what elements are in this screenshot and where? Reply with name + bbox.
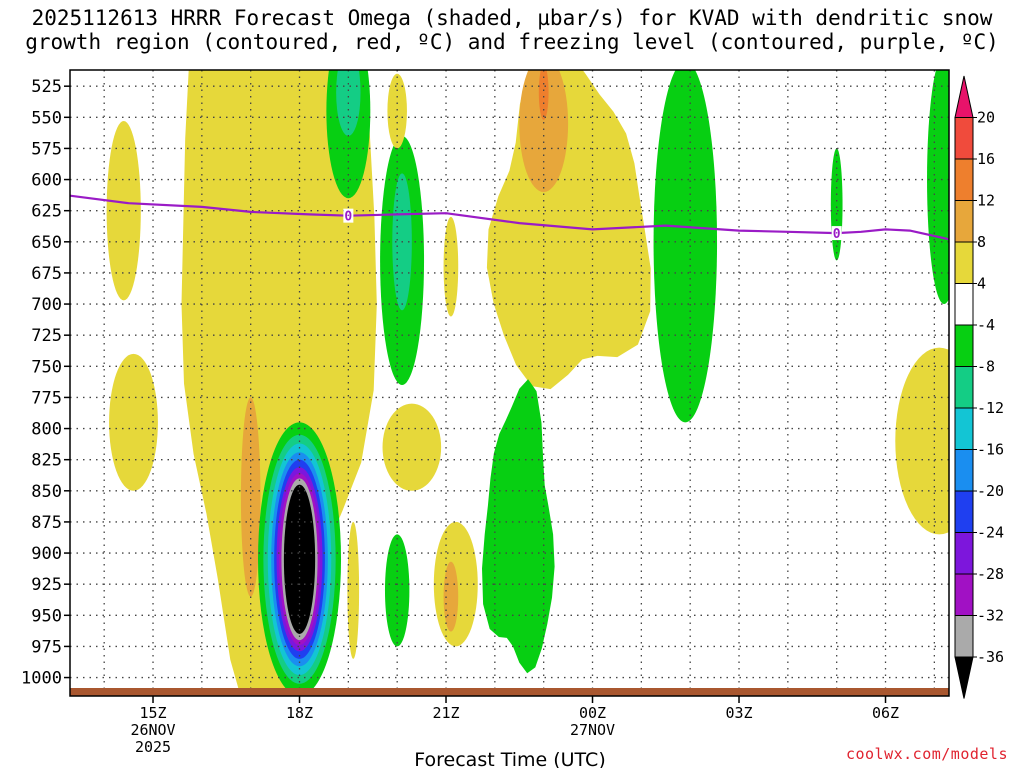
y-tick-label: 525 xyxy=(31,77,62,97)
omega-region xyxy=(382,403,442,491)
x-axis-title: Forecast Time (UTC) xyxy=(414,749,605,768)
colorbar-arrow-bottom xyxy=(954,656,974,699)
colorbar-tick-label: 8 xyxy=(977,233,986,251)
y-tick-label: 975 xyxy=(31,637,62,657)
omega-colorbar: 20 16 12 8 4 -4 -8 -12 -16 -20 -24 -28 -32 -36 xyxy=(954,75,1004,699)
omega-region xyxy=(240,397,261,597)
x-tick-year: 2025 xyxy=(135,738,171,756)
colorbar-tick-label: 4 xyxy=(977,275,986,293)
y-tick-label: 950 xyxy=(31,606,62,626)
colorbar-swatch xyxy=(954,241,974,284)
colorbar-tick-label: -20 xyxy=(977,482,1004,500)
colorbar-tick-label: 16 xyxy=(977,150,995,168)
y-tick-label: 1000 xyxy=(21,669,62,689)
y-tick-label: 850 xyxy=(31,482,62,502)
omega-region xyxy=(443,561,459,632)
y-tick-label: 600 xyxy=(31,171,62,191)
x-tick-label: 06Z xyxy=(872,704,899,722)
colorbar-swatch xyxy=(954,490,974,533)
y-tick-label: 775 xyxy=(31,388,62,408)
omega-region xyxy=(519,70,569,192)
omega-shading xyxy=(106,70,949,690)
omega-region xyxy=(895,347,949,535)
freezing-level-contour: 00 xyxy=(70,194,949,242)
y-tick-label: 575 xyxy=(31,139,62,159)
colorbar-swatch xyxy=(954,615,974,658)
x-tick-label: 03Z xyxy=(725,704,752,722)
y-tick-label: 650 xyxy=(31,233,62,253)
y-tick-label: 550 xyxy=(31,108,62,128)
colorbar-tick-label: -28 xyxy=(977,565,1004,583)
colorbar-tick-label: -24 xyxy=(977,524,1004,542)
x-tick-date: 26NOV xyxy=(130,721,175,739)
freezing-level-label: 0 xyxy=(833,227,841,242)
freezing-level-line xyxy=(70,194,949,241)
y-tick-label: 900 xyxy=(31,544,62,564)
freezing-level-label: 0 xyxy=(344,210,352,225)
x-tick-label: 18Z xyxy=(286,704,313,722)
colorbar-tick-label: 20 xyxy=(977,109,995,127)
y-tick-label: 725 xyxy=(31,326,62,346)
colorbar-swatch xyxy=(954,117,974,160)
colorbar-tick-label: -32 xyxy=(977,607,1004,625)
gridlines xyxy=(70,70,949,696)
x-tick-date: 27NOV xyxy=(570,721,615,739)
omega-region xyxy=(387,73,407,149)
omega-region xyxy=(653,70,718,423)
y-tick-label: 800 xyxy=(31,420,62,440)
y-tick-label: 825 xyxy=(31,451,62,471)
y-tick-label: 625 xyxy=(31,202,62,222)
colorbar-swatch xyxy=(954,532,974,575)
chart-title: 2025112613 HRRR Forecast Omega (shaded, … xyxy=(0,6,1024,54)
omega-region xyxy=(482,379,555,674)
y-tick-label: 675 xyxy=(31,264,62,284)
colorbar-swatch xyxy=(954,200,974,243)
colorbar-tick-label: -16 xyxy=(977,441,1004,459)
colorbar-tick-label: 12 xyxy=(977,192,995,210)
omega-region xyxy=(106,121,141,301)
colorbar-tick-label: -12 xyxy=(977,399,1004,417)
pressure-axis: 525 550 575 600 625 650 675 700 725 750 775 800 825 8… xyxy=(21,77,70,689)
x-tick-label: 21Z xyxy=(432,704,459,722)
title-line-2: growth region (contoured, red, ºC) and f… xyxy=(25,30,999,54)
colorbar-swatch xyxy=(954,366,974,409)
omega-region xyxy=(486,70,651,390)
colorbar-swatch xyxy=(954,449,974,492)
omega-region xyxy=(109,353,158,491)
colorbar-tick-label: -36 xyxy=(977,648,1004,666)
omega-region xyxy=(927,70,949,305)
colorbar-swatch xyxy=(954,324,974,367)
plot-frame xyxy=(69,69,950,697)
omega-region xyxy=(443,216,459,317)
colorbar-swatch xyxy=(954,573,974,616)
colorbar-tick-label: -8 xyxy=(977,358,995,376)
omega-region xyxy=(830,148,843,261)
y-tick-label: 700 xyxy=(31,295,62,315)
omega-region xyxy=(538,70,549,120)
contour-label-bg xyxy=(831,226,842,241)
title-line-1: 2025112613 HRRR Forecast Omega (shaded, … xyxy=(31,6,993,30)
ground-strip xyxy=(70,688,949,696)
contour-label-bg xyxy=(343,208,354,223)
omega-region xyxy=(347,521,360,659)
colorbar-swatch xyxy=(954,283,974,326)
colorbar-arrow-top xyxy=(954,75,974,118)
colorbar-swatch xyxy=(954,158,974,201)
x-tick-label: 00Z xyxy=(579,704,606,722)
colorbar-tick-label: -4 xyxy=(977,316,995,334)
colorbar-swatch xyxy=(954,407,974,450)
y-tick-label: 750 xyxy=(31,357,62,377)
x-tick-label: 15Z xyxy=(139,704,166,722)
y-tick-label: 875 xyxy=(31,513,62,533)
credit-link[interactable]: coolwx.com/models xyxy=(845,745,1008,763)
y-tick-label: 925 xyxy=(31,575,62,595)
